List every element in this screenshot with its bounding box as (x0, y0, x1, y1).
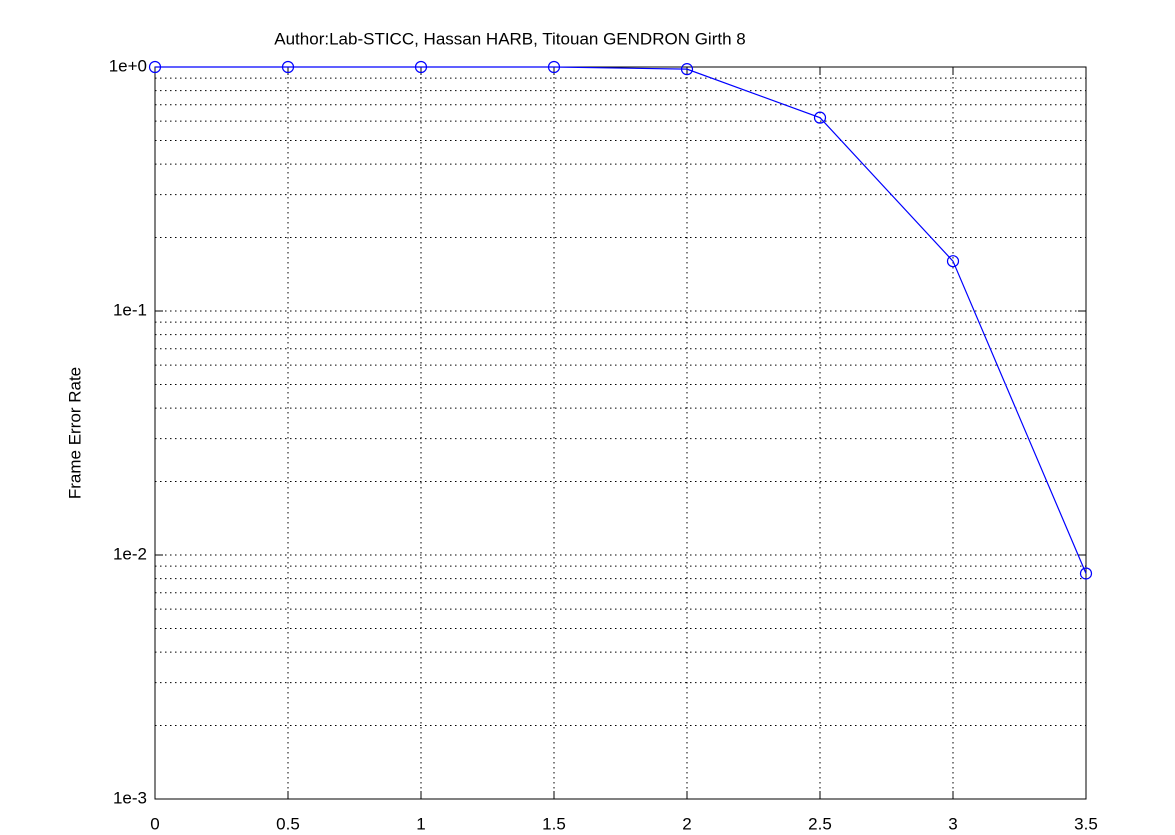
x-tick-label: 1 (416, 814, 425, 833)
series-line (155, 66, 1087, 574)
data-point (813, 111, 827, 124)
data-point (148, 60, 162, 74)
chart-title: Author:Lab-STICC, Hassan HARB, Titouan G… (274, 29, 745, 48)
data-point (946, 255, 960, 268)
x-tick-label: 1.5 (542, 814, 566, 833)
y-tick-label: 1e-3 (113, 788, 147, 807)
x-tick-label: 0.5 (276, 814, 300, 833)
x-tick-label: 3.5 (1074, 814, 1098, 833)
y-tick-label: 1e-1 (113, 300, 147, 319)
x-tick-label: 2 (682, 814, 691, 833)
plot-frame (154, 66, 1087, 800)
data-point (547, 60, 561, 74)
data-point (680, 63, 694, 76)
y-tick-label: 1e-2 (113, 544, 147, 563)
data-point (1079, 567, 1093, 580)
x-tick-label: 2.5 (808, 814, 832, 833)
x-tick-label: 3 (948, 814, 957, 833)
y-axis-label: Frame Error Rate (65, 367, 84, 499)
data-point (414, 60, 428, 74)
data-point (281, 60, 295, 74)
y-tick-label: 1e+0 (109, 56, 147, 75)
x-tick-label: 0 (150, 814, 159, 833)
